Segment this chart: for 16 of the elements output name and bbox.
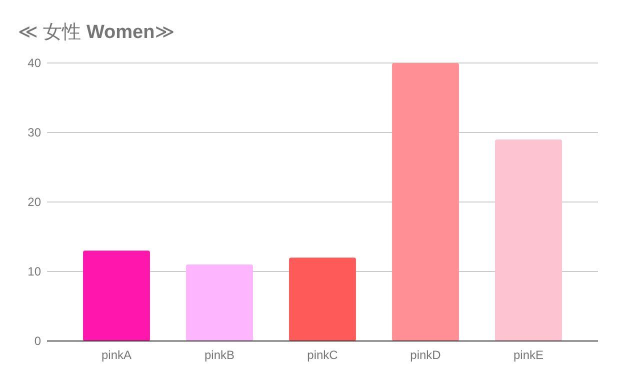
bar: [289, 258, 356, 341]
x-tick-label: pinkB: [204, 348, 235, 362]
bar: [495, 139, 562, 341]
y-tick-label: 20: [28, 195, 42, 209]
x-tick-label: pinkA: [101, 348, 132, 362]
bar: [83, 250, 150, 341]
x-tick-label: pinkD: [410, 348, 442, 362]
x-tick-label: pinkE: [513, 348, 544, 362]
x-tick-label: pinkC: [307, 348, 338, 362]
y-tick-label: 0: [34, 334, 42, 348]
y-tick-label: 30: [28, 126, 42, 140]
y-tick-label: 10: [28, 264, 42, 278]
y-tick-label: 40: [28, 56, 42, 70]
title: ≪ 女性 Women≫: [18, 22, 175, 43]
bar: [186, 264, 253, 341]
bar: [392, 63, 459, 341]
